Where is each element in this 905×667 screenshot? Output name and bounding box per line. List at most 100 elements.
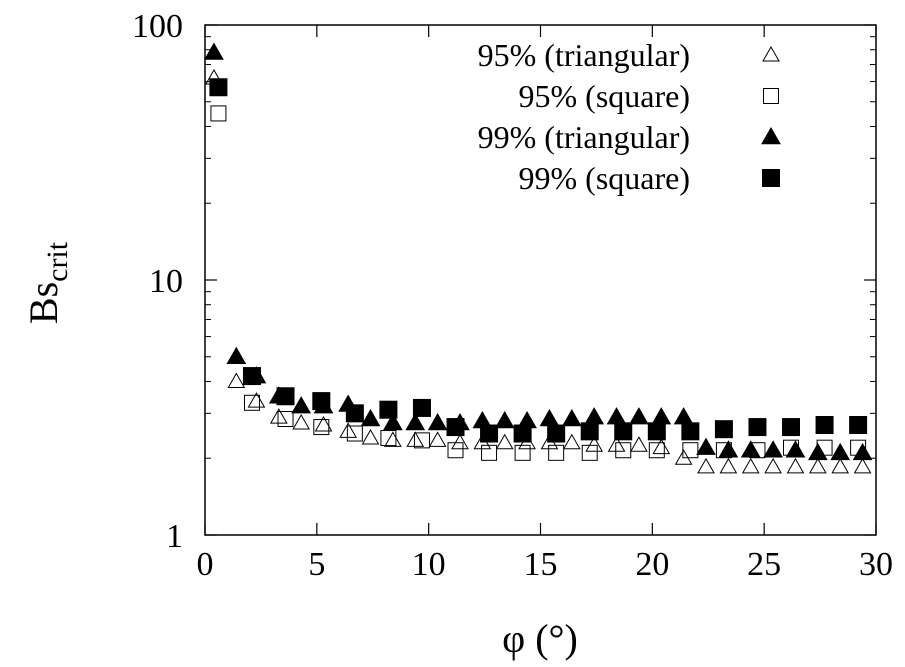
triangle-point (585, 436, 604, 452)
legend-label: 99% (square) (519, 160, 690, 196)
triangle-point (629, 407, 649, 425)
x-axis-label: φ (°) (502, 616, 578, 661)
square-point (312, 392, 331, 411)
svg-text:Bscrit: Bscrit (21, 241, 74, 324)
x-tick-label: 5 (308, 546, 325, 583)
triangle-point (652, 438, 671, 455)
square-point (647, 422, 666, 441)
triangle-point (314, 415, 333, 432)
series-1 (205, 68, 872, 474)
triangle-point (269, 408, 288, 424)
triangle-point (673, 407, 694, 425)
square-point (513, 424, 532, 443)
triangle-point (227, 372, 246, 388)
triangle-point (360, 409, 381, 427)
square-point (447, 442, 464, 459)
triangle-point (226, 346, 247, 365)
square-point (412, 398, 431, 417)
legend-label: 95% (square) (519, 78, 690, 114)
square-point (413, 432, 430, 449)
square-point (681, 422, 700, 441)
legend: 95% (triangular) 95% (square) 99% (triangu… (478, 37, 781, 196)
x-tick-label: 20 (635, 546, 669, 583)
triangle-point (741, 457, 760, 474)
square-point (815, 416, 834, 435)
square-point (547, 424, 566, 443)
triangle-point (740, 440, 761, 458)
triangle-point (539, 409, 560, 427)
triangle-point (384, 431, 402, 447)
triangle-point (247, 392, 266, 408)
triangle-point (584, 407, 605, 425)
square-point (849, 416, 868, 435)
x-tick-label: 30 (859, 546, 893, 583)
triangle-point (292, 413, 311, 430)
triangle-point (406, 431, 425, 447)
y-axis-label: Bscrit (21, 241, 74, 324)
square-point (380, 430, 397, 447)
square-point (548, 444, 565, 461)
square-point (714, 420, 733, 439)
data-points (204, 42, 873, 474)
triangle-point (852, 442, 873, 461)
y-tick-label: 100 (132, 8, 183, 45)
triangle-point (495, 433, 514, 450)
triangle-point (630, 436, 648, 452)
triangle-point (561, 409, 582, 427)
triangle-point (428, 431, 447, 447)
square-point (581, 444, 598, 461)
triangle-point (606, 407, 627, 425)
axis-ticks (204, 24, 877, 536)
square-point (648, 442, 665, 459)
x-tick-label: 15 (524, 546, 558, 583)
triangle-point (383, 412, 403, 431)
square-point (481, 444, 498, 461)
square-point (446, 418, 465, 437)
triangle-point (607, 436, 626, 452)
triangle-point (204, 42, 224, 60)
triangle-point (451, 433, 469, 450)
square-point (210, 105, 227, 122)
x-tick-label: 0 (197, 546, 214, 583)
triangle-point (718, 440, 739, 458)
triangle-point (786, 457, 805, 474)
triangle-point (696, 437, 716, 455)
triangle-point (831, 457, 850, 474)
square-point (209, 78, 228, 97)
triangle-point (427, 412, 448, 431)
triangle-point (719, 457, 738, 474)
triangle-point (807, 442, 828, 461)
square-point (346, 425, 363, 442)
square-point (615, 442, 632, 459)
series-4 (209, 78, 868, 443)
square-point (345, 404, 364, 423)
square-point (242, 367, 261, 386)
triangle-point (785, 440, 806, 458)
triangle-point (697, 457, 715, 474)
square-point (277, 411, 294, 428)
y-axis-label-main: Bs (21, 282, 66, 324)
square-point (748, 418, 767, 437)
y-tick-label: 1 (166, 518, 183, 555)
legend-marker (761, 126, 781, 145)
triangle-point (562, 433, 581, 450)
square-point (276, 387, 295, 406)
triangle-point (339, 422, 358, 438)
triangle-point (651, 407, 672, 425)
triangle-point (763, 440, 783, 458)
triangle-point (764, 457, 782, 474)
y-axis-label-subscript: crit (41, 241, 74, 282)
square-point (313, 419, 330, 436)
legend-marker (763, 88, 779, 104)
triangle-point (808, 457, 827, 474)
square-point (580, 422, 599, 441)
x-tick-label: 10 (412, 546, 446, 583)
square-point (682, 442, 699, 459)
axis-tick-labels: 0 5 10 15 20 25 30 1 10 100 (132, 8, 893, 583)
triangle-point (291, 396, 312, 414)
triangle-point (830, 442, 851, 461)
triangle-point (494, 410, 515, 429)
legend-marker (762, 169, 780, 187)
triangle-point (361, 429, 380, 445)
